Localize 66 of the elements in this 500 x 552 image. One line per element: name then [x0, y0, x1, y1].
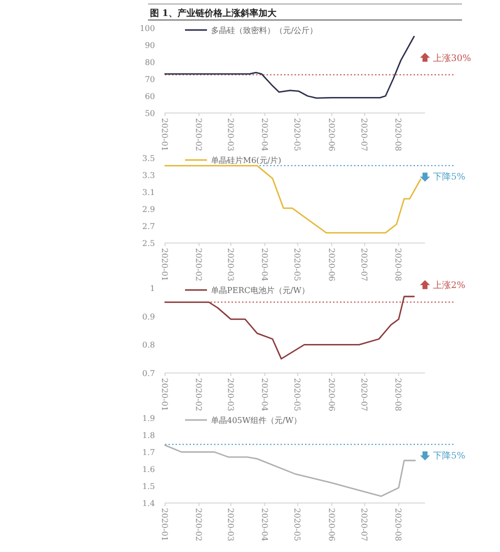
- x-tick-label: 2020-05: [292, 378, 302, 412]
- y-tick-label: 90: [144, 41, 155, 50]
- line-series: [164, 296, 415, 360]
- y-tick-label: 3.5: [142, 154, 155, 163]
- y-tick-label: 0.7: [142, 369, 155, 378]
- x-tick-label: 2020-04: [260, 248, 269, 282]
- y-tick-label: 100: [140, 24, 155, 33]
- x-tick-label: 2020-08: [394, 118, 403, 152]
- x-tick-label: 2020-01: [160, 118, 169, 152]
- x-tick-label: 2020-02: [194, 248, 204, 282]
- legend-label: 下降5%: [433, 172, 466, 183]
- y-tick-label: 0.8: [142, 340, 155, 350]
- x-tick-label: 2020-03: [226, 508, 235, 542]
- x-tick-label: 2020-06: [326, 378, 336, 412]
- x-tick-label: 2020-06: [326, 118, 336, 152]
- x-tick-label: 2020-08: [394, 508, 403, 542]
- x-tick-label: 2020-03: [226, 248, 235, 282]
- legend-label: 单晶硅片M6(元/片): [211, 156, 282, 165]
- legend-label: 上涨2%: [433, 280, 466, 292]
- x-tick-label: 2020-07: [360, 118, 369, 152]
- x-tick-label: 2020-02: [194, 378, 204, 412]
- x-tick-label: 2020-01: [160, 378, 169, 412]
- x-tick-label: 2020-05: [292, 508, 302, 542]
- legend-label: 下降5%: [433, 450, 466, 462]
- y-tick-label: 1.5: [142, 482, 155, 491]
- y-tick-label: 0.9: [142, 312, 155, 322]
- y-tick-label: 1.7: [142, 448, 155, 457]
- chart-title: 图 1、产业链价格上涨斜率加大: [150, 8, 278, 19]
- y-tick-label: 1.4: [142, 499, 155, 508]
- legend-label: 单晶PERC电池片（元/W）: [211, 286, 310, 295]
- x-tick-label: 2020-08: [394, 378, 403, 412]
- y-tick-label: 50: [144, 109, 155, 118]
- x-tick-label: 2020-03: [226, 378, 235, 412]
- line-series: [164, 444, 416, 497]
- x-tick-label: 2020-01: [160, 508, 169, 542]
- y-tick-label: 1.8: [142, 431, 155, 440]
- y-tick-label: 2.7: [142, 222, 155, 231]
- x-tick-label: 2020-08: [394, 248, 403, 282]
- x-tick-label: 2020-02: [194, 508, 204, 542]
- x-tick-label: 2020-04: [260, 118, 269, 152]
- legend-label: 上涨30%: [433, 52, 472, 64]
- legend-label: 多晶硅（致密料）（元/公斤）: [211, 26, 318, 35]
- x-tick-label: 2020-03: [226, 118, 235, 152]
- y-tick-label: 60: [144, 92, 155, 101]
- x-tick-label: 2020-05: [292, 248, 302, 282]
- x-tick-label: 2020-07: [360, 508, 369, 542]
- x-tick-label: 2020-01: [160, 248, 169, 282]
- x-tick-label: 2020-04: [260, 508, 269, 542]
- y-tick-label: 1: [150, 284, 155, 293]
- y-tick-label: 1.6: [142, 465, 155, 474]
- x-tick-label: 2020-06: [326, 508, 336, 542]
- x-tick-label: 2020-04: [260, 378, 269, 412]
- x-tick-label: 2020-06: [326, 248, 336, 282]
- y-tick-label: 1.9: [142, 414, 155, 423]
- y-tick-label: 2.5: [142, 239, 155, 248]
- y-tick-label: 80: [144, 58, 155, 67]
- x-tick-label: 2020-07: [360, 378, 369, 412]
- line-series: [164, 36, 415, 99]
- x-tick-label: 2020-02: [194, 118, 204, 152]
- legend-label: 单晶405W组件（元/W）: [211, 416, 302, 425]
- y-tick-label: 3.3: [142, 171, 155, 180]
- x-tick-label: 2020-05: [292, 118, 302, 152]
- y-tick-label: 2.9: [142, 205, 155, 214]
- y-tick-label: 70: [144, 75, 155, 84]
- x-tick-label: 2020-07: [360, 248, 369, 282]
- y-tick-label: 3.1: [142, 188, 155, 197]
